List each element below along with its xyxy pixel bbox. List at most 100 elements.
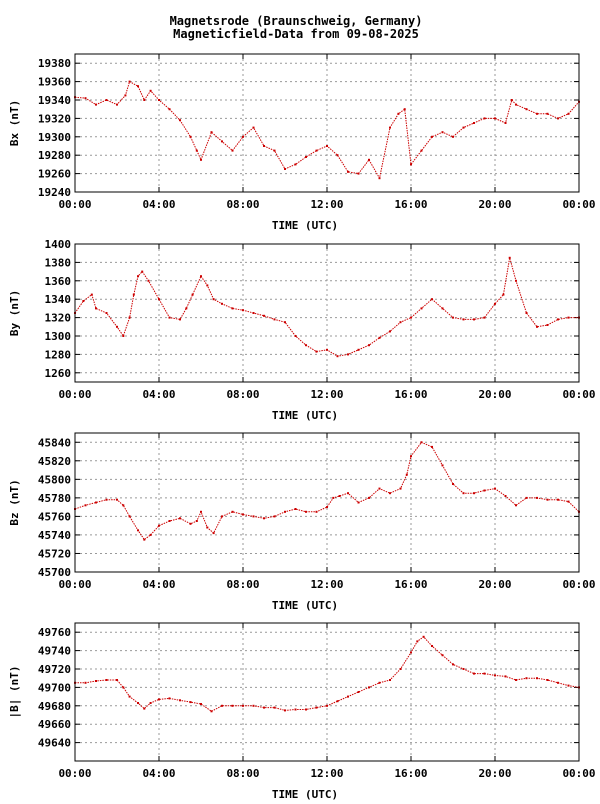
x-tick-label: 00:00 — [562, 578, 595, 591]
y-tick-label: 45720 — [38, 547, 71, 560]
data-point — [494, 117, 496, 120]
y-tick-label: 49700 — [38, 681, 71, 694]
y-axis-label: Bx (nT) — [8, 100, 21, 146]
x-tick-label: 20:00 — [478, 388, 511, 401]
x-tick-label: 16:00 — [394, 388, 427, 401]
data-point — [231, 704, 234, 707]
data-point — [263, 145, 265, 147]
data-point — [378, 487, 381, 490]
data-point — [158, 99, 160, 101]
data-point — [242, 309, 244, 312]
data-point — [185, 307, 188, 310]
y-tick-label: 45800 — [38, 473, 71, 486]
y-tick-label: 49660 — [38, 718, 71, 731]
data-point — [191, 293, 194, 296]
data-point — [122, 686, 125, 689]
data-point — [305, 510, 307, 513]
data-point — [378, 177, 381, 180]
data-point — [221, 140, 223, 143]
plot-frame — [74, 622, 580, 762]
y-tick-label: 1360 — [45, 275, 72, 288]
data-point — [221, 302, 223, 305]
x-axis-label: TIME (UTC) — [272, 788, 338, 800]
data-point — [221, 704, 223, 707]
y-tick-label: 19320 — [38, 112, 71, 125]
data-point — [504, 122, 507, 124]
x-tick-label: 08:00 — [226, 578, 259, 591]
x-tick-label: 12:00 — [310, 388, 343, 401]
y-tick-label: 19380 — [38, 57, 71, 70]
y-tick-label: 49640 — [38, 737, 71, 750]
data-point — [536, 496, 538, 499]
y-tick-label: 45700 — [38, 566, 71, 579]
data-point — [452, 316, 454, 319]
x-tick-label: 00:00 — [562, 198, 595, 211]
data-point — [273, 515, 276, 518]
x-tick-label: 12:00 — [310, 767, 343, 780]
data-point — [546, 498, 549, 501]
data-point — [95, 680, 97, 682]
data-point — [483, 489, 486, 492]
data-point — [195, 520, 198, 522]
y-tick-label: 1280 — [45, 348, 72, 361]
data-point — [441, 131, 444, 134]
data-point — [141, 270, 144, 273]
panel-4: 49640 49660 49680 49700 49720 49740 49760 00:00… — [8, 622, 596, 801]
y-tick-label: 1400 — [45, 238, 72, 251]
data-point — [189, 135, 192, 138]
data-point — [252, 312, 255, 314]
data-point — [315, 149, 318, 152]
data-point — [504, 675, 507, 678]
data-point — [515, 679, 517, 681]
data-point — [315, 706, 318, 709]
x-tick-label: 20:00 — [478, 578, 511, 591]
y-tick-label: 45820 — [38, 455, 71, 468]
data-point — [158, 698, 160, 701]
data-point — [95, 307, 97, 310]
y-tick-label: 1340 — [45, 293, 72, 306]
data-point — [284, 321, 286, 324]
data-point — [294, 335, 297, 337]
data-point — [441, 654, 444, 657]
x-axis-label: TIME (UTC) — [272, 219, 338, 232]
data-point — [273, 149, 276, 152]
y-axis-label: |B| (nT) — [8, 666, 21, 719]
x-tick-label: 00:00 — [58, 198, 91, 211]
data-point — [567, 112, 570, 115]
data-point — [510, 99, 513, 101]
data-point — [158, 524, 160, 527]
data-point — [231, 307, 234, 310]
data-point — [452, 135, 454, 138]
y-tick-label: 1300 — [45, 330, 72, 343]
data-point — [567, 500, 570, 503]
x-tick-label: 08:00 — [226, 767, 259, 780]
data-point — [263, 314, 265, 317]
data-point — [567, 684, 570, 687]
data-point — [557, 498, 559, 501]
plot-frame — [74, 432, 580, 573]
data-series-line — [74, 81, 580, 179]
data-point — [179, 699, 181, 702]
data-point — [284, 709, 286, 712]
data-point — [242, 704, 244, 707]
data-point — [431, 135, 433, 138]
data-series-line — [75, 636, 580, 712]
data-point — [431, 445, 433, 448]
data-point — [452, 483, 454, 485]
data-point — [462, 492, 465, 495]
x-tick-label: 00:00 — [562, 388, 595, 401]
data-point — [137, 275, 139, 278]
y-tick-label: 19240 — [38, 186, 71, 199]
x-tick-label: 16:00 — [394, 767, 427, 780]
data-point — [210, 710, 213, 713]
data-point — [338, 495, 341, 497]
data-point — [206, 526, 209, 529]
data-point — [189, 522, 192, 525]
data-point — [105, 99, 108, 101]
data-point — [137, 529, 139, 532]
data-point — [483, 672, 486, 675]
data-point — [128, 316, 131, 319]
data-point — [128, 80, 131, 83]
data-point — [168, 520, 171, 522]
